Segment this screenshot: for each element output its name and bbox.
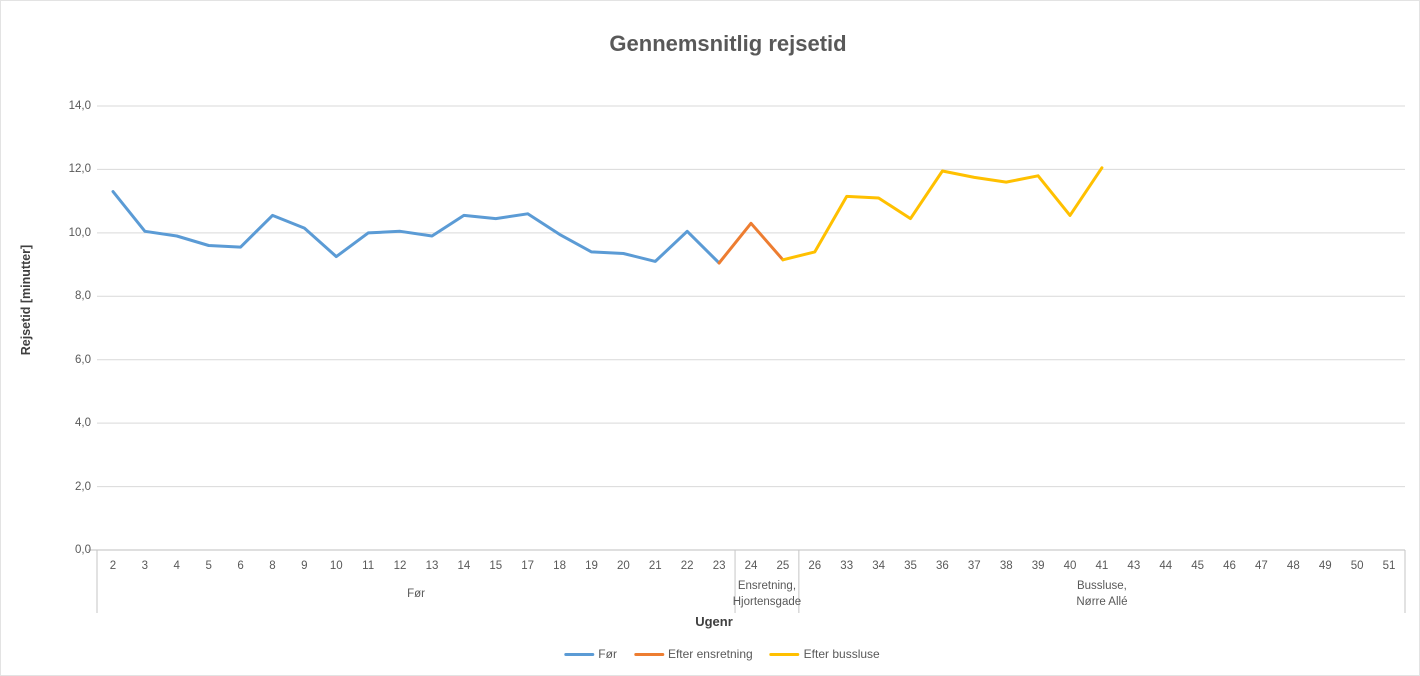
x-tick-label: 44 [1159,560,1173,572]
x-tick-label: 5 [205,560,212,572]
y-tick-label: 10,0 [68,226,91,239]
legend-label: Efter ensretning [667,647,753,661]
group-label-line: Ensretning, [737,580,797,592]
y-tick-label: 14,0 [68,100,91,112]
x-axis-group-label: Ensretning, Hjortensgade [733,576,801,612]
legend-item-efter-bussluse: Efter bussluse [769,647,880,661]
x-tick-label: 8 [269,560,276,572]
x-tick-label: 9 [301,560,308,572]
legend-label: Før [598,647,617,661]
x-tick-label: 21 [648,560,662,572]
legend-item-før: Før [564,647,617,661]
x-tick-label: 38 [999,560,1013,572]
group-label-line: Før [407,588,425,600]
legend-line-swatch [769,652,800,656]
series-line-før [111,190,721,265]
x-tick-label: 12 [393,560,407,572]
x-tick-label: 13 [425,560,439,572]
x-tick-label: 17 [521,560,535,572]
legend-label: Efter bussluse [803,647,880,661]
group-label-line: Bussluse, [1076,580,1127,592]
y-tick-label: 12,0 [68,163,91,176]
x-tick-label: 39 [1031,560,1045,572]
x-tick-label: 24 [744,560,758,572]
legend-line-swatch [564,652,595,656]
x-tick-label: 46 [1223,560,1236,572]
x-tick-label: 20 [616,560,630,572]
x-tick-label: 3 [141,560,149,572]
x-tick-label: 19 [585,560,598,572]
x-tick-label: 14 [457,560,471,572]
legend: Før Efter ensretning Efter bussluse [564,647,880,661]
x-tick-label: 11 [362,560,375,572]
x-tick-label: 18 [553,560,566,572]
y-tick-label: 6,0 [75,353,91,366]
group-label-line: Nørre Allé [1076,596,1128,608]
x-tick-label: 22 [680,560,694,572]
x-tick-label: 50 [1350,560,1364,572]
x-tick-label: 2 [109,560,117,572]
x-tick-label: 10 [329,560,343,572]
x-axis-group-label: Bussluse, Nørre Allé [1076,576,1127,612]
group-label-line: Hjortensgade [732,596,802,608]
x-tick-label: 47 [1255,560,1268,572]
x-tick-label: 49 [1318,560,1332,572]
x-tick-label: 15 [489,560,503,572]
x-axis-title: Ugenr [695,614,733,629]
x-tick-label: 51 [1382,560,1396,572]
chart-title: Gennemsnitlig rejsetid [609,31,847,56]
y-tick-label: 4,0 [75,417,91,430]
x-tick-label: 6 [237,560,244,572]
x-tick-label: 23 [712,560,726,572]
y-tick-label: 8,0 [75,290,91,303]
x-axis-group-label: Før [407,576,425,612]
y-tick-label: 0,0 [75,544,91,556]
x-tick-label: 35 [904,560,917,572]
legend-line-swatch [633,652,664,656]
x-tick-label: 43 [1127,560,1141,572]
x-tick-label: 4 [173,560,180,572]
x-tick-label: 34 [872,560,886,572]
x-tick-label: 45 [1191,560,1205,572]
x-tick-label: 33 [840,560,854,572]
series-line-efter-ensretning [717,221,785,265]
y-tick-label: 2,0 [75,480,91,493]
x-tick-label: 36 [936,560,949,572]
legend-item-efter-ensretning: Efter ensretning [633,647,753,661]
x-tick-label: 40 [1063,560,1077,572]
x-tick-label: 41 [1095,560,1109,572]
x-tick-label: 48 [1286,560,1300,572]
x-tick-label: 26 [808,560,822,572]
x-tick-label: 25 [776,560,790,572]
series-line-efter-bussluse [781,166,1104,262]
x-tick-label: 37 [967,560,981,572]
